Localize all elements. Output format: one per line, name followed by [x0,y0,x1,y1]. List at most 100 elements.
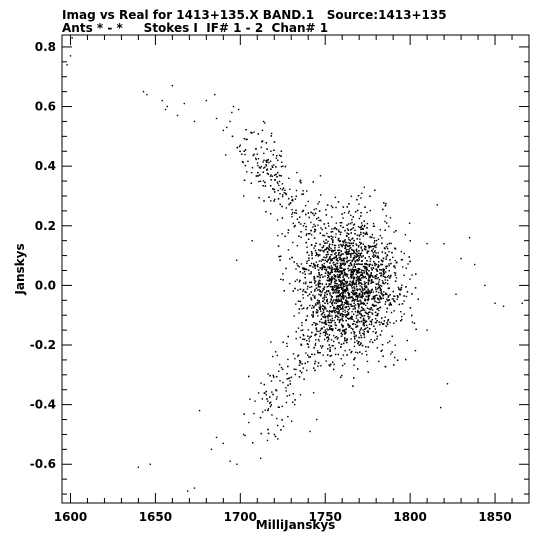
data-point [320,345,322,347]
data-point [308,338,310,340]
data-point [319,175,322,177]
data-point [349,317,351,319]
data-point [348,233,350,235]
data-point [314,225,316,227]
data-point [328,236,330,238]
data-point [313,279,316,282]
data-point [346,273,349,276]
data-point [394,344,396,346]
data-point [371,250,374,252]
data-point [313,262,315,265]
data-point [257,175,259,177]
data-point [257,164,259,167]
data-point [326,246,328,249]
data-point [281,195,284,198]
data-point [270,404,273,406]
data-point [351,228,353,230]
data-point [333,275,336,277]
data-point [387,296,389,298]
data-point [360,233,362,236]
data-point [275,389,278,392]
data-point [347,242,349,244]
data-point [307,329,309,331]
data-point [339,306,342,308]
data-point [349,274,352,276]
data-point [311,323,314,326]
data-point [267,432,270,435]
data-point [318,260,321,262]
data-point [310,211,312,214]
data-point [297,264,299,267]
data-point [244,153,246,156]
data-point [360,295,362,297]
data-point [371,313,374,315]
data-point [231,135,234,138]
data-point [348,294,350,297]
data-point [336,262,339,265]
data-point [314,297,316,299]
data-point [308,259,310,261]
data-point [324,291,327,294]
data-point [253,412,255,415]
data-point [375,252,377,254]
data-point [332,328,334,330]
data-point [364,224,366,227]
data-point [308,273,310,275]
data-point [310,272,312,274]
data-point [313,305,315,308]
data-point [373,295,376,298]
data-point [266,439,269,442]
data-point [342,285,345,288]
data-point [341,302,343,304]
data-point [271,391,273,393]
data-point [262,120,265,123]
data-point [371,275,374,277]
data-point [356,289,358,291]
data-point [357,272,359,274]
data-point [385,267,387,269]
data-point [275,389,277,391]
data-point [362,318,365,320]
data-point [376,297,379,299]
data-point [261,398,264,400]
data-point [354,289,356,292]
data-point [347,323,349,325]
data-point [193,120,196,123]
data-point [360,271,362,274]
data-point [382,297,384,300]
data-point [320,365,322,367]
data-point [270,150,272,152]
data-point [334,286,336,289]
data-point [393,364,395,366]
data-point [330,205,333,207]
data-point [315,339,317,341]
data-point [66,64,68,66]
data-point [329,314,331,317]
data-point [365,246,367,249]
data-point [366,360,369,363]
data-point [403,252,405,255]
data-point [288,394,291,396]
data-point [342,330,344,333]
data-point [305,352,307,354]
data-point [388,304,391,306]
data-point [270,401,272,403]
data-point [329,292,331,294]
data-point [350,305,353,307]
data-point [375,243,378,245]
data-point [380,288,382,291]
data-point [364,300,366,302]
data-point [263,167,265,169]
data-point [343,269,345,272]
data-point [310,234,313,236]
data-point [282,165,284,167]
data-point [359,254,362,256]
data-point [317,217,320,219]
data-point [255,148,257,150]
data-point [358,234,360,236]
data-point [329,256,331,258]
data-point [357,303,360,306]
data-point [292,222,295,224]
data-point [367,346,369,348]
data-point [359,226,361,229]
